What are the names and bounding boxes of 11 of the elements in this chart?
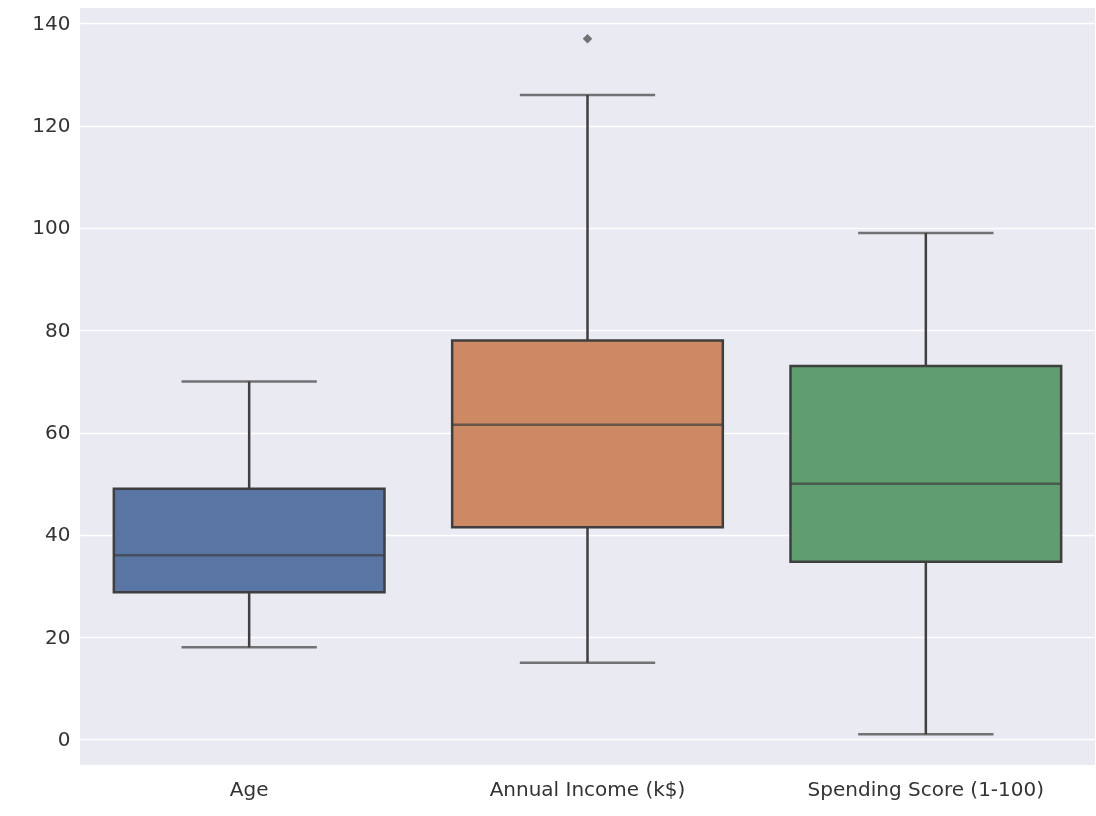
y-tick-label: 100 xyxy=(32,215,71,240)
x-tick-label: Annual Income (k$) xyxy=(489,776,686,801)
y-tick-label: 120 xyxy=(32,113,71,138)
y-tick-label: 20 xyxy=(45,624,71,649)
y-tick-label: 60 xyxy=(45,420,71,445)
x-tick-label: Spending Score (1-100) xyxy=(807,776,1045,801)
y-tick-label: 140 xyxy=(32,10,71,35)
x-tick-label: Age xyxy=(229,776,269,801)
y-tick-label: 0 xyxy=(57,726,71,751)
y-tick-label: 80 xyxy=(45,317,71,342)
y-tick-label: 40 xyxy=(45,522,71,547)
